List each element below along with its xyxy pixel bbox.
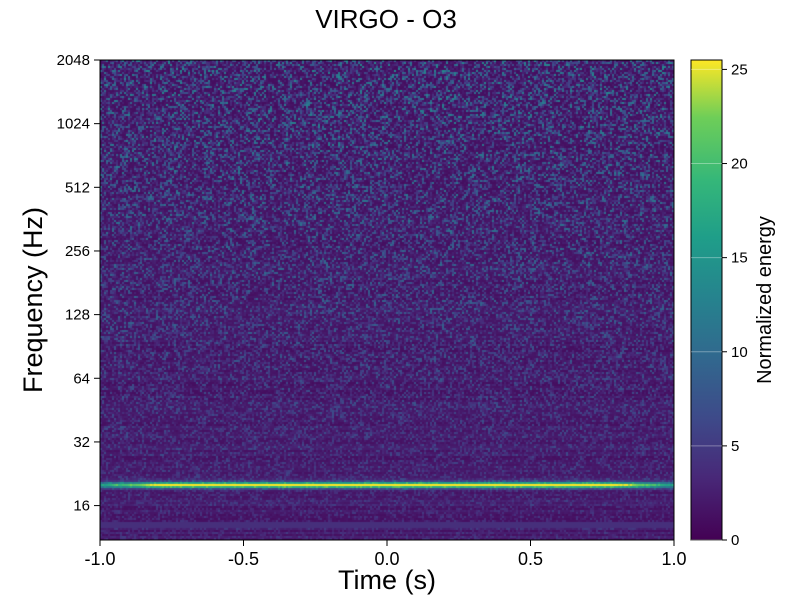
y-tick-label: 1024 — [57, 116, 90, 133]
spectrogram-image — [100, 60, 674, 540]
plot-area — [100, 60, 674, 540]
colorbar-tick-label: 15 — [731, 250, 748, 267]
colorbar-tick-label: 20 — [731, 156, 748, 173]
colorbar-tick-label: 0 — [731, 532, 739, 549]
x-tick-label: 1.0 — [661, 549, 686, 569]
x-tick-label: -1.0 — [84, 549, 115, 569]
y-axis-label: Frequency (Hz) — [18, 207, 48, 393]
x-axis: -1.0 -0.5 0.0 0.5 1.0 — [84, 540, 687, 569]
x-axis-label: Time (s) — [338, 565, 436, 595]
colorbar-tick-label: 10 — [731, 344, 748, 361]
y-tick-label: 32 — [73, 434, 90, 451]
y-axis: 16 32 64 128 256 512 1024 2048 — [57, 52, 100, 515]
colorbar — [690, 59, 723, 541]
chart-title: VIRGO - O3 — [315, 4, 457, 34]
y-tick-label: 64 — [73, 370, 90, 387]
x-tick-label: 0.5 — [518, 549, 543, 569]
x-tick-label: 0.0 — [374, 549, 399, 569]
colorbar-ticks: 0 5 10 15 20 25 — [691, 61, 748, 549]
colorbar-tick-label: 25 — [731, 61, 748, 78]
y-tick-label: 128 — [65, 307, 90, 324]
colorbar-label: Normalized energy — [754, 216, 776, 384]
y-tick-label: 256 — [65, 243, 90, 260]
y-tick-label: 2048 — [57, 52, 90, 69]
x-tick-label: -0.5 — [228, 549, 259, 569]
colorbar-tick-label: 5 — [731, 438, 739, 455]
y-tick-label: 512 — [65, 179, 90, 196]
y-tick-label: 16 — [73, 498, 90, 515]
